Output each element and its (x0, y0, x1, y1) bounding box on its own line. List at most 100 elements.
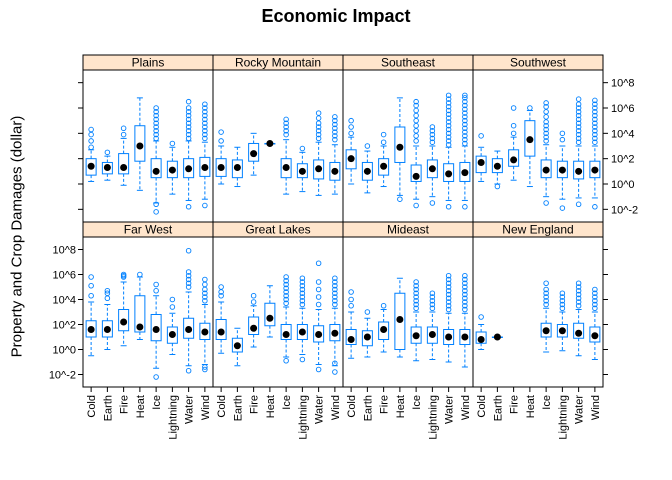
panel-frame-far-west (82, 236, 214, 388)
outlier-point-mideast-water (445, 288, 452, 294)
box-southwest-earth (491, 158, 503, 174)
box-great-lakes-fire (248, 316, 260, 335)
median-dot-southeast-fire (380, 162, 388, 170)
x-tick-label: Heat (135, 395, 147, 418)
x-tick-label: Wind (330, 395, 342, 420)
outlier-point-plains-wind (202, 120, 208, 126)
outlier-point-far-west-wind (202, 276, 208, 283)
outlier-point-mideast-fire (380, 303, 387, 309)
outlier-point-rocky-mountain-wind (332, 121, 338, 128)
outlier-point-new-england-ice (543, 301, 549, 308)
outlier-point-new-england-wind (592, 294, 598, 300)
outlier-point-southwest-ice (543, 100, 549, 106)
outlier-point-plains-ice (153, 201, 159, 208)
x-tick-label: Wind (590, 395, 602, 420)
outlier-point-rocky-mountain-cold (218, 138, 224, 144)
median-dot-southeast-heat (396, 143, 404, 151)
median-dot-great-lakes-ice (282, 331, 290, 338)
outlier-point-southwest-ice (543, 109, 549, 115)
outlier-point-plains-ice (153, 112, 159, 119)
outlier-point-far-west-wind (202, 281, 208, 288)
x-tick-label: Wind (460, 395, 472, 420)
outlier-point-plains-water (185, 120, 192, 126)
outlier-point-far-west-water (185, 276, 192, 283)
outlier-point-great-lakes-wind (332, 360, 338, 367)
outlier-point-plains-water (185, 204, 192, 210)
outlier-point-southeast-water (445, 204, 452, 210)
outlier-point-southwest-water (575, 105, 582, 111)
outlier-point-southeast-wind (462, 140, 468, 147)
outlier-point-far-west-wind (202, 366, 208, 373)
outlier-point-new-england-ice (543, 298, 549, 304)
y-tick-label: 10^8 (52, 245, 76, 257)
box-southwest-water (573, 160, 585, 180)
median-dot-rocky-mountain-cold (217, 164, 225, 172)
outlier-point-far-west-water (185, 247, 192, 254)
outlier-point-southeast-wind (462, 110, 468, 116)
outlier-point-southeast-lightning (429, 124, 436, 130)
outlier-point-southeast-water (445, 130, 452, 137)
median-dot-southwest-water (575, 167, 583, 175)
outlier-point-new-england-water (575, 284, 582, 290)
median-dot-rocky-mountain-earth (233, 164, 241, 172)
x-tick-label: Earth (232, 395, 244, 421)
x-tick-label: Water (574, 395, 586, 424)
outlier-point-southwest-ice (543, 122, 549, 129)
box-far-west-heat (134, 295, 146, 333)
box-mideast-earth (361, 330, 373, 347)
outlier-point-mideast-lightning (429, 290, 436, 297)
outlier-point-far-west-ice (153, 288, 159, 294)
outlier-point-far-west-water (185, 368, 192, 374)
outlier-point-mideast-ice (413, 298, 419, 304)
median-dot-plains-earth (103, 164, 111, 172)
outlier-point-new-england-cold (478, 314, 484, 320)
outlier-point-new-england-wind (592, 301, 598, 308)
median-dot-mideast-ice (412, 332, 420, 340)
median-dot-mideast-wind (461, 333, 469, 341)
y-tick-label: 10^8 (611, 78, 635, 90)
outlier-point-southwest-water (575, 120, 582, 126)
outlier-point-great-lakes-ice (283, 289, 289, 295)
outlier-point-southwest-heat (527, 105, 533, 111)
outlier-point-far-west-fire (120, 271, 127, 278)
outlier-point-southeast-ice (413, 128, 419, 134)
box-new-england-ice (540, 322, 552, 338)
outlier-point-great-lakes-lightning (299, 290, 306, 297)
outlier-point-far-west-cold (88, 274, 94, 280)
outlier-point-southeast-ice (413, 138, 419, 144)
outlier-point-southwest-fire (510, 122, 517, 129)
box-mideast-water (443, 329, 455, 345)
box-plains-cold (85, 158, 97, 176)
box-rocky-mountain-ice (280, 158, 292, 179)
outlier-point-mideast-earth (364, 309, 371, 315)
outlier-point-mideast-ice (413, 294, 419, 300)
median-dot-southwest-earth (493, 162, 501, 170)
median-dot-southeast-cold (347, 155, 355, 163)
median-dot-southeast-lightning (428, 165, 436, 173)
outlier-point-mideast-ice (413, 290, 419, 297)
box-southwest-ice (540, 159, 552, 179)
x-tick-label: Cold (86, 395, 98, 418)
median-dot-southwest-ice (542, 166, 550, 174)
outlier-point-far-west-wind (202, 298, 208, 304)
y-tick-label: 10^0 (611, 179, 635, 191)
outlier-point-great-lakes-wind (332, 298, 338, 304)
outlier-point-southeast-wind (462, 125, 468, 132)
x-tick-label: Heat (265, 395, 277, 418)
outlier-point-plains-wind (202, 124, 208, 130)
x-tick-label: Water (184, 395, 196, 424)
outlier-point-new-england-lightning (559, 301, 566, 308)
outlier-point-plains-wind (202, 131, 208, 138)
outlier-point-mideast-ice (413, 305, 419, 312)
outlier-point-great-lakes-ice (283, 281, 289, 288)
y-tick-label: 10^-2 (49, 370, 76, 382)
outlier-point-plains-ice (153, 116, 159, 123)
x-tick-label: Lightning (427, 395, 439, 440)
median-dot-far-west-wind (201, 328, 209, 336)
outlier-point-great-lakes-wind (332, 294, 338, 300)
box-great-lakes-earth (231, 337, 243, 353)
outlier-point-rocky-mountain-water (315, 135, 322, 142)
outlier-point-great-lakes-lightning (299, 283, 306, 289)
outlier-point-great-lakes-cold (218, 284, 224, 290)
median-dot-far-west-heat (136, 323, 144, 331)
